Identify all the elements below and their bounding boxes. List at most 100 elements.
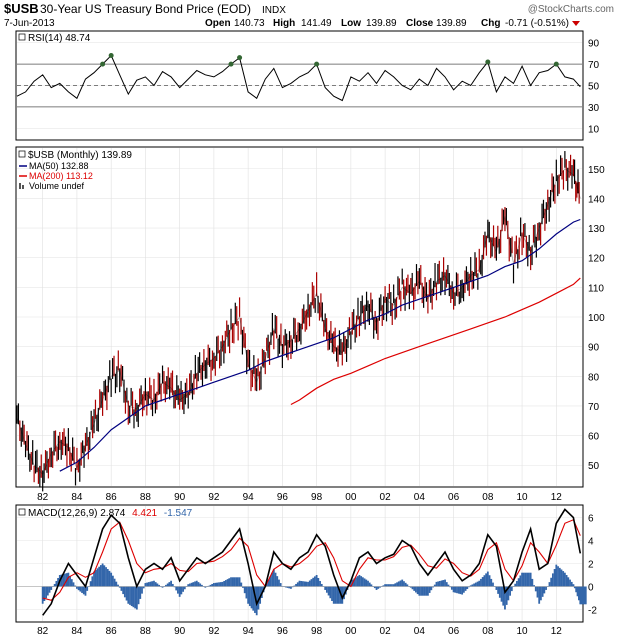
y-tick-label: 80: [588, 372, 600, 383]
macd-histogram-bar: [139, 586, 142, 599]
macd-histogram-bar: [231, 577, 234, 587]
macd-histogram-bar: [86, 586, 89, 591]
macd-histogram-bar: [435, 581, 438, 587]
macd-histogram-bar: [67, 572, 70, 587]
macd-histogram-bar: [497, 586, 500, 594]
macd-histogram-bar: [94, 569, 97, 587]
macd-histogram-bar: [337, 586, 340, 604]
macd-histogram-bar: [183, 586, 186, 590]
rsi-overbought-marker: [108, 53, 114, 59]
macd-histogram-bar: [252, 586, 255, 611]
macd-histogram-bar: [64, 573, 66, 587]
macd-histogram-bar: [438, 580, 441, 587]
macd-histogram-bar: [271, 572, 274, 587]
macd-histogram-bar: [91, 576, 94, 587]
macd-histogram-bar: [510, 586, 513, 592]
macd-histogram-bar: [153, 580, 155, 587]
x-tick-label: 00: [345, 492, 357, 503]
macd-histogram-bar: [180, 586, 183, 595]
macd-histogram-bar: [269, 576, 272, 587]
macd-histogram-bar: [178, 586, 181, 597]
macd-histogram-bar: [514, 583, 517, 587]
x-tick-label: 08: [482, 492, 494, 503]
macd-histogram-bar: [375, 586, 378, 590]
macd-histogram-bar: [409, 586, 412, 588]
macd-histogram-bar: [536, 586, 539, 598]
macd-histogram-bar: [235, 577, 238, 587]
macd-histogram-bar: [384, 584, 387, 587]
open-value: 140.73: [234, 18, 265, 29]
x-tick-label: 96: [277, 626, 289, 637]
macd-histogram-bar: [481, 577, 484, 587]
macd-histogram-bar: [303, 581, 306, 587]
macd-histogram-bar: [361, 577, 364, 587]
macd-histogram-bar: [464, 586, 467, 591]
macd-histogram-bar: [406, 584, 409, 587]
macd-histogram-bar: [302, 581, 304, 587]
macd-histogram-bar: [189, 583, 191, 587]
macd-histogram-bar: [76, 586, 78, 589]
macd-histogram-bar: [50, 586, 53, 590]
macd-histogram-bar: [118, 586, 121, 588]
macd-histogram-bar: [573, 586, 576, 589]
macd-histogram-bar: [254, 586, 256, 613]
high-label: High: [273, 18, 295, 29]
macd-histogram-bar: [562, 571, 565, 587]
macd-histogram-bar: [498, 586, 501, 598]
macd-histogram-bar: [519, 575, 522, 587]
x-tick-label: 92: [208, 626, 220, 637]
macd-histogram-bar: [582, 586, 584, 605]
macd-histogram-bar: [77, 586, 80, 591]
macd-histogram-bar: [221, 581, 224, 587]
x-tick-label: 12: [551, 626, 563, 637]
macd-histogram-bar: [392, 584, 395, 587]
x-tick-label: 00: [345, 626, 357, 637]
macd-histogram-bar: [474, 582, 477, 587]
y-tick-label: 100: [588, 313, 605, 324]
macd-histogram-bar: [320, 583, 323, 587]
macd-histogram-bar: [486, 571, 489, 587]
symbol: $USB: [4, 1, 39, 16]
macd-histogram-bar: [430, 586, 433, 591]
macd-histogram-bar: [132, 586, 135, 608]
x-tick-label: 90: [174, 626, 186, 637]
macd-histogram-bar: [96, 568, 99, 587]
macd-histogram-bar: [490, 578, 493, 587]
macd-histogram-bar: [312, 577, 315, 587]
macd-legend: MACD(12,26,9) 2.874 4.421 -1.547: [28, 508, 193, 519]
macd-histogram-bar: [563, 572, 566, 587]
macd-histogram-bar: [166, 583, 169, 587]
macd-histogram-bar: [558, 567, 561, 587]
macd-histogram-bar: [43, 586, 46, 601]
macd-histogram-bar: [62, 574, 65, 587]
macd-histogram-bar: [457, 586, 460, 594]
macd-histogram-bar: [195, 580, 198, 587]
macd-histogram-bar: [447, 584, 450, 587]
down-arrow-icon: [572, 21, 580, 26]
macd-histogram-bar: [575, 586, 578, 593]
macd-histogram-bar: [336, 586, 339, 604]
macd-histogram-bar: [355, 577, 357, 587]
x-tick-label: 10: [517, 626, 529, 637]
y-tick-label: 150: [588, 165, 605, 176]
macd-histogram-bar: [290, 586, 292, 589]
macd-histogram-bar: [413, 586, 416, 591]
macd-histogram-bar: [110, 572, 113, 587]
macd-histogram-bar: [245, 586, 248, 599]
macd-histogram-bar: [555, 564, 558, 587]
macd-histogram-bar: [517, 578, 520, 587]
macd-histogram-bar: [310, 579, 313, 587]
macd-histogram-bar: [454, 586, 457, 593]
macd-histogram-bar: [298, 580, 301, 587]
macd-histogram-bar: [257, 586, 260, 610]
chg-label: Chg: [481, 18, 500, 29]
macd-histogram-bar: [391, 584, 393, 587]
macd-histogram-bar: [488, 575, 491, 587]
macd-histogram-bar: [103, 565, 106, 587]
macd-histogram-bar: [192, 582, 195, 587]
macd-histogram-bar: [182, 586, 184, 592]
macd-histogram-bar: [53, 583, 56, 587]
macd-histogram-bar: [471, 584, 474, 587]
macd-histogram-bar: [534, 586, 537, 592]
low-label: Low: [341, 18, 361, 29]
